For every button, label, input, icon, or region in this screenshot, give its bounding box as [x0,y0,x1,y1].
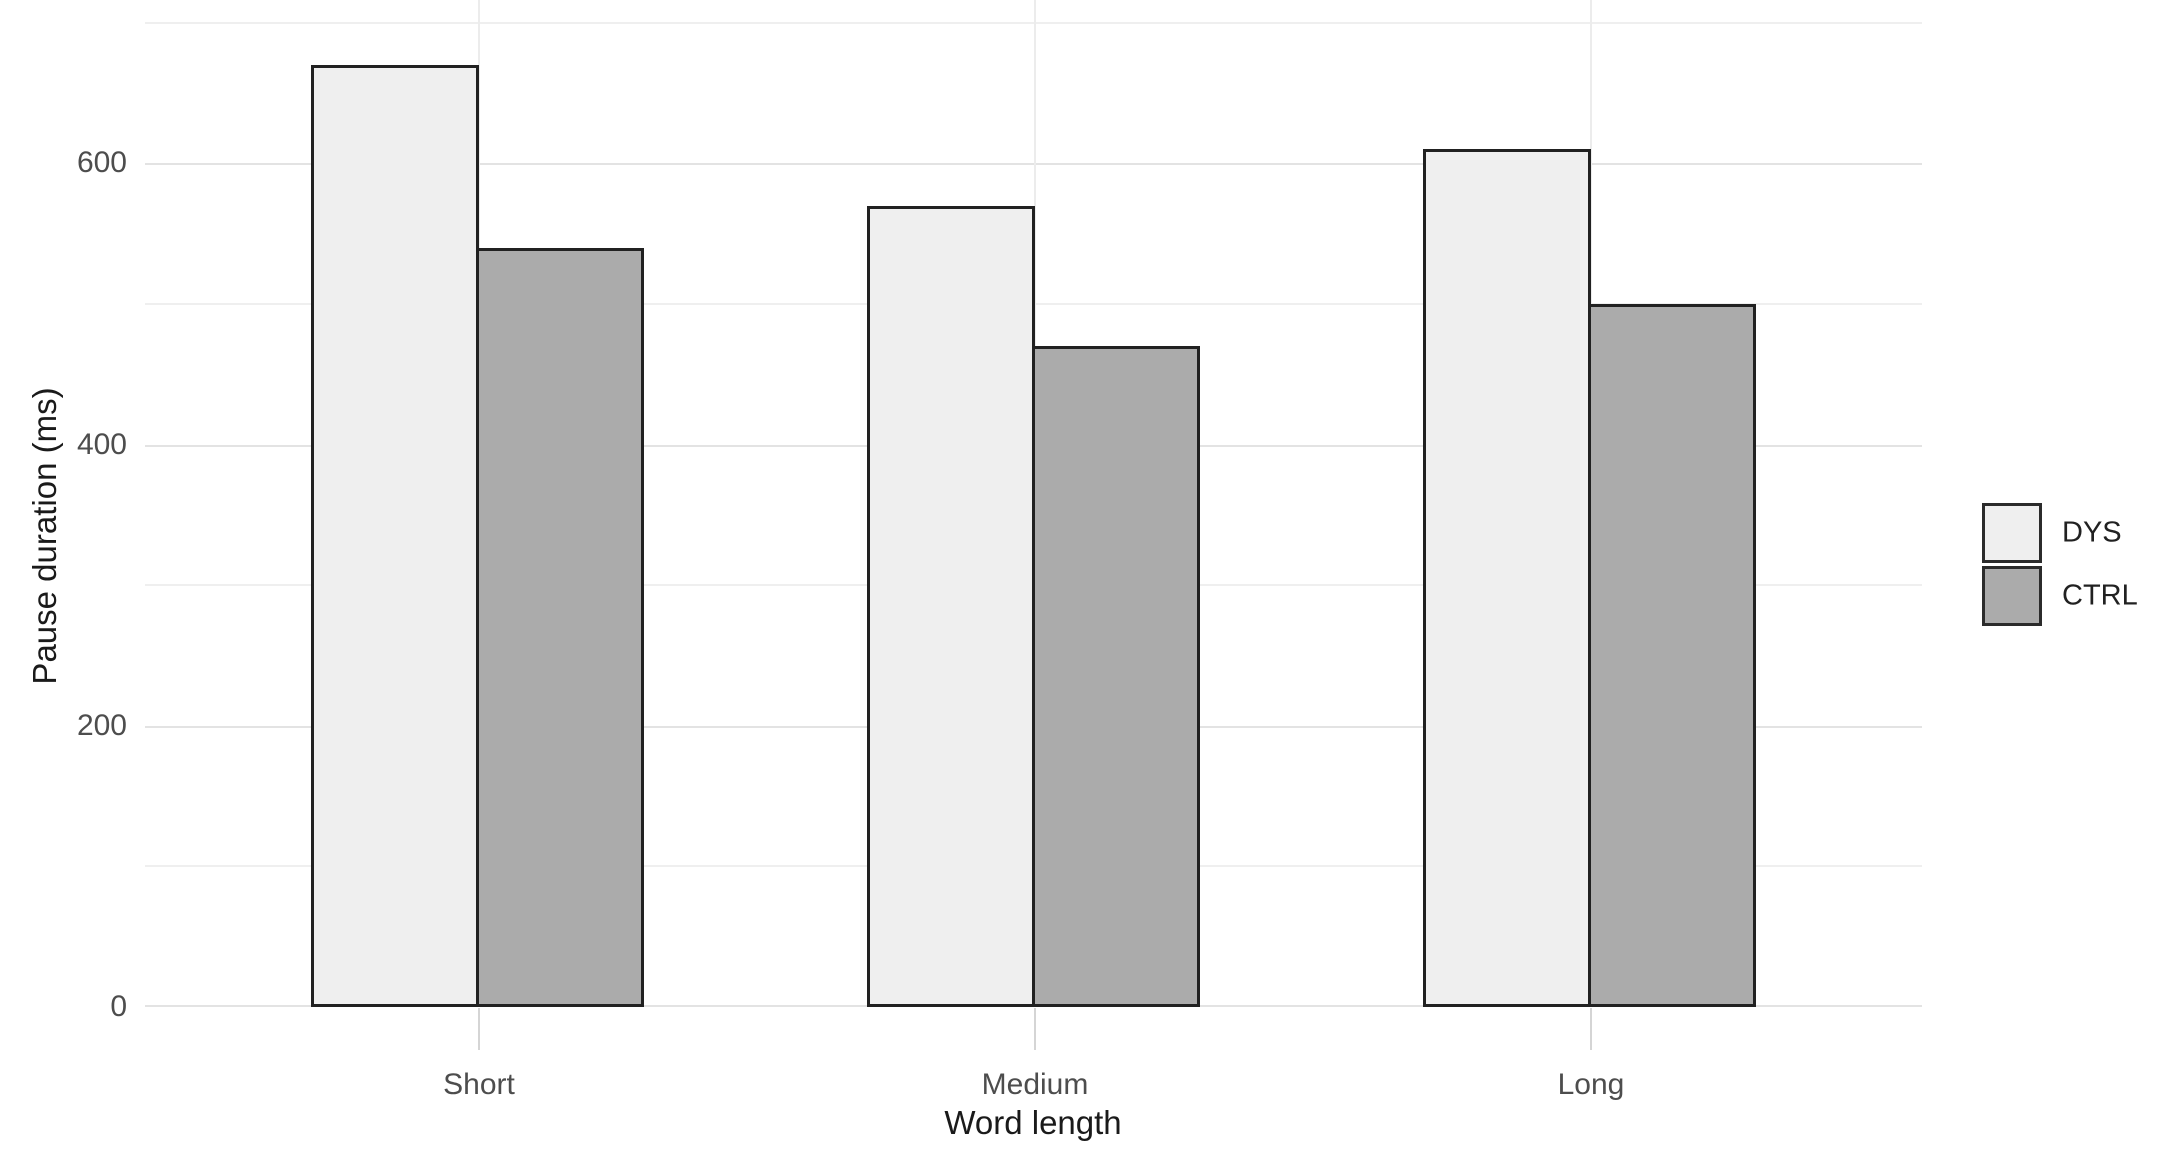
bar-dys-medium [867,206,1035,1007]
legend-swatch-ctrl [1982,566,2042,626]
x-tick-label-short: Short [443,1068,515,1101]
plot-area [145,0,1922,1007]
legend-swatch-dys [1982,503,2042,563]
bar-ctrl-long [1588,304,1756,1007]
x-tick-label-medium: Medium [981,1068,1089,1101]
bar-dys-long [1423,149,1591,1007]
legend-label-dys: DYS [2062,516,2122,549]
x-tick-mark-long [1590,1008,1592,1050]
y-tick-label-400: 400 [76,427,127,461]
x-tick-mark-medium [1034,1008,1036,1050]
legend-label-ctrl: CTRL [2062,579,2138,612]
bar-ctrl-medium [1032,346,1200,1007]
y-tick-label-200: 200 [76,708,127,742]
y-tick-label-0: 0 [110,990,127,1023]
gridline-major-600 [145,163,1922,166]
bar-ctrl-short [476,248,644,1007]
gridline-minor-700 [145,21,1922,24]
bar-dys-short [311,65,479,1007]
x-tick-mark-short [478,1008,480,1050]
x-tick-label-long: Long [1557,1068,1625,1101]
y-axis-title: Pause duration (ms) [26,387,63,685]
y-tick-label-600: 600 [76,146,127,180]
x-axis-title: Word length [944,1104,1122,1141]
